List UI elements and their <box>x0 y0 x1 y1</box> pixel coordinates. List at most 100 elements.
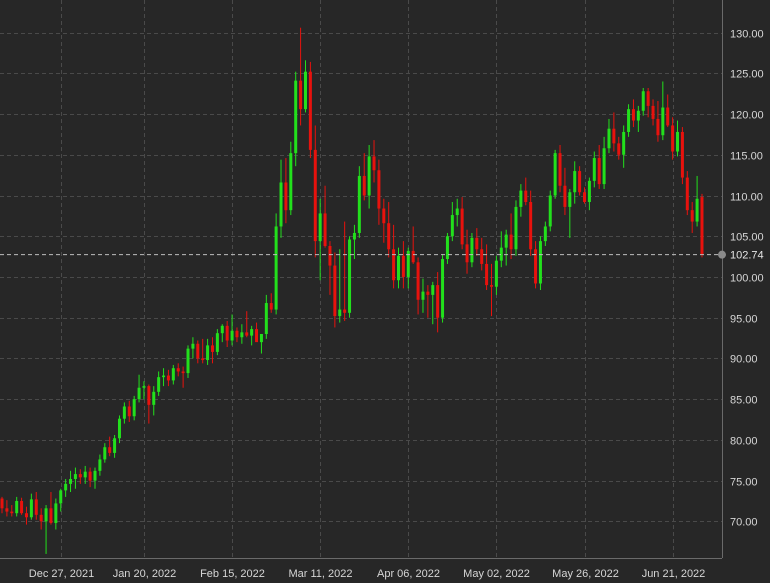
candle-up <box>122 402 126 424</box>
candle-body <box>514 206 518 250</box>
candle-down <box>382 198 386 243</box>
candle-body <box>436 285 440 318</box>
candle-down <box>166 369 170 387</box>
candle-body <box>69 478 73 484</box>
candle-body <box>328 246 332 266</box>
candle-body <box>49 508 53 523</box>
candle-up <box>29 493 33 520</box>
candle-up <box>264 294 268 339</box>
candle-up <box>137 374 141 403</box>
candle-down <box>700 193 704 258</box>
candle-down <box>524 177 528 206</box>
candle-up <box>504 229 508 266</box>
candle-down <box>88 467 92 488</box>
candle-body <box>666 107 670 126</box>
candle-body <box>34 499 38 515</box>
candle-body <box>455 208 459 216</box>
candle-body <box>113 438 117 453</box>
candle-body <box>568 192 572 207</box>
candle-body <box>548 195 552 227</box>
candle-up <box>152 386 156 416</box>
candle-body <box>103 447 107 460</box>
candle-body <box>269 303 273 310</box>
candle-body <box>396 255 400 281</box>
candle-down <box>671 117 675 160</box>
candle-up <box>470 232 474 268</box>
candle-down <box>20 497 24 515</box>
candle-body <box>401 255 405 277</box>
candle-body <box>171 368 175 381</box>
candle-up <box>607 118 611 154</box>
candle-body <box>122 406 126 419</box>
candle-body <box>299 80 303 110</box>
candle-body <box>313 149 317 242</box>
candle-body <box>671 125 675 152</box>
candle-body <box>303 71 307 110</box>
candle-up <box>602 136 606 189</box>
candle-up <box>113 434 117 458</box>
candle-up <box>215 329 219 356</box>
candle-up <box>171 364 175 385</box>
y-tick-label: 75.00 <box>730 477 758 489</box>
last-price-marker <box>718 250 726 259</box>
y-tick-label: 120.00 <box>730 110 764 122</box>
candle-body <box>338 309 342 317</box>
candle-body <box>88 471 92 481</box>
candle-body <box>445 236 449 260</box>
candle-up <box>44 505 48 554</box>
candle-body <box>680 131 684 178</box>
candle-body <box>108 447 112 453</box>
candle-down <box>666 94 670 128</box>
candle-up <box>641 87 645 116</box>
candle-down <box>597 144 601 189</box>
y-tick-label: 90.00 <box>730 354 758 366</box>
candle-up <box>59 488 63 512</box>
candle-body <box>450 215 454 237</box>
candle-body <box>186 348 190 374</box>
candle-down <box>480 237 484 271</box>
candle-body <box>323 213 327 247</box>
candle-down <box>299 27 303 126</box>
candle-down <box>646 87 650 118</box>
x-tick-label: Feb 15, 2022 <box>200 568 265 580</box>
candle-body <box>127 406 131 417</box>
candle-body <box>15 500 19 514</box>
y-tick-label: 70.00 <box>730 517 758 529</box>
candle-down <box>210 337 214 364</box>
candle-up <box>142 381 146 400</box>
y-tick-label: 130.00 <box>730 29 764 41</box>
last-price-label: 102.74 <box>730 250 764 262</box>
candle-body <box>583 192 587 203</box>
candle-body <box>343 309 347 313</box>
candle-body <box>509 234 513 250</box>
candle-up <box>543 221 547 247</box>
candle-up <box>441 254 445 323</box>
candle-down <box>392 224 396 289</box>
candle-up <box>220 324 224 343</box>
candle-down <box>284 158 288 224</box>
candle-down <box>401 241 405 289</box>
y-tick-label: 95.00 <box>730 314 758 326</box>
candle-up <box>206 338 210 365</box>
candle-body <box>196 343 200 359</box>
candle-body <box>534 249 538 284</box>
x-tick-label: May 02, 2022 <box>463 568 530 580</box>
candle-down <box>24 506 28 525</box>
candle-up <box>499 231 503 268</box>
candle-down <box>34 492 38 520</box>
candle-body <box>93 470 97 481</box>
candle-body <box>83 471 87 478</box>
candle-up <box>636 105 640 132</box>
candle-body <box>499 247 503 261</box>
candle-body <box>578 171 582 193</box>
candle-up <box>450 202 454 242</box>
candle-body <box>250 329 254 336</box>
candle-up <box>54 498 58 530</box>
candle-down <box>631 99 635 128</box>
candle-body <box>587 180 591 203</box>
candle-down <box>255 322 259 343</box>
candle-body <box>563 185 567 207</box>
candle-up <box>103 443 107 463</box>
candle-down <box>534 241 538 289</box>
